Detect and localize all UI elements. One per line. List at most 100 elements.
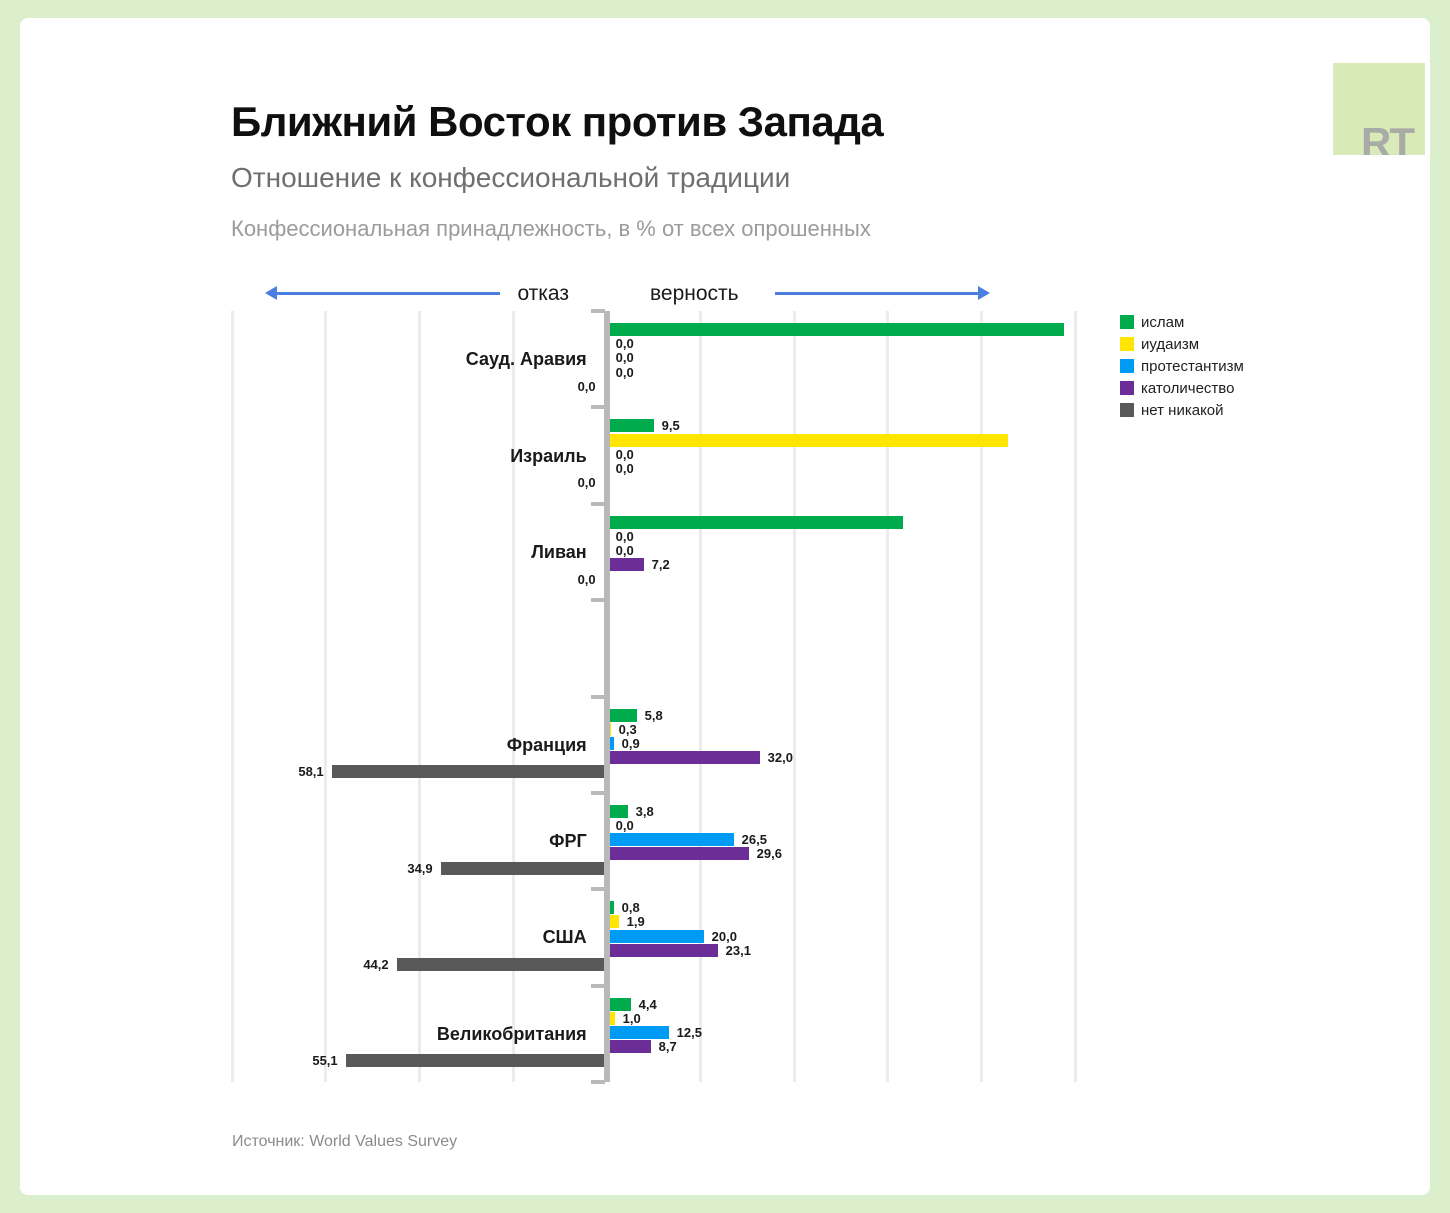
axis-tick-2 [590,501,605,506]
bar-6-3 [609,943,718,957]
legend-label: нет никакой [1141,402,1224,419]
bar-5-0 [609,804,628,818]
bar-2-3 [609,558,644,572]
bar-4-4 [331,765,604,779]
value-label-0-1: 0,0 [615,336,634,352]
axis-tick-3 [590,598,605,603]
gridline--60 [324,311,328,1082]
country-label-6: США [542,927,587,948]
axis-tick-0 [590,309,605,313]
value-label-4-3: 32,0 [767,750,793,766]
value-label-4-2: 0,9 [621,735,640,751]
value-label-1-2: 0,0 [615,446,634,462]
axis-tick-8 [590,1080,605,1084]
source-note: Источник: World Values Survey [232,1133,458,1150]
gridline-100 [1073,311,1077,1082]
gridline-80 [979,311,983,1082]
infographic-card: Ближний Восток против Запада Отношение к… [20,18,1430,1195]
value-label-1-3: 0,0 [615,460,634,476]
rt-logo-text: RT [1361,119,1415,155]
legend-swatch-icon [1120,403,1134,417]
bar-1-0 [609,419,654,433]
arrow-right-line [775,292,978,295]
bar-5-2 [609,833,734,847]
value-label-5-2: 26,5 [741,832,767,848]
gridline-40 [792,311,796,1082]
value-label-2-3: 7,2 [651,557,670,573]
bar-6-2 [609,929,704,943]
value-label-2-2: 0,0 [615,543,634,559]
arrow-left-line [276,292,500,295]
value-label-6-1: 1,9 [626,914,645,930]
bar-6-0 [609,901,614,915]
bar-5-3 [609,847,749,861]
country-label-0: Сауд. Аравия [465,349,587,370]
bar-4-0 [609,708,637,722]
bar-6-4 [396,958,604,972]
value-label-6-3: 23,1 [725,942,751,958]
value-label-7-3: 8,7 [658,1039,677,1055]
country-label-1: Израиль [510,445,587,466]
axis-tick-5 [590,790,605,795]
page-subtitle: Отношение к конфессиональной традиции [231,162,791,193]
value-label-4-0: 5,8 [644,707,663,723]
value-label-0-2: 0,0 [615,350,634,366]
value-label-4-4: 58,1 [298,764,324,780]
axis-tick-7 [590,983,605,988]
bar-6-1 [609,915,619,929]
value-label-4-1: 0,3 [618,721,637,737]
legend-swatch-icon [1120,315,1134,329]
legend-label: католичество [1141,380,1235,397]
value-label-1-0: 9,5 [661,418,680,434]
bar-1-1 [609,433,1008,447]
bar-7-4 [345,1054,604,1068]
value-label-7-0: 4,4 [638,996,657,1012]
country-label-7: Великобритания [436,1023,587,1044]
direction-label-loyalty: верность [650,282,739,305]
arrow-left-icon [265,286,277,300]
legend-swatch-icon [1120,381,1134,395]
value-label-6-2: 20,0 [711,928,737,944]
axis-tick-4 [590,694,605,699]
page-title: Ближний Восток против Запада [231,98,884,145]
value-label-1-4: 0,0 [577,475,596,491]
value-label-2-4: 0,0 [577,571,596,587]
arrow-right-icon [978,286,990,300]
axis-tick-1 [590,405,605,410]
axis-tick-6 [590,887,605,892]
gridline-20 [698,311,702,1082]
gridline--80 [230,311,234,1082]
country-label-2: Ливан [531,541,587,562]
value-label-5-0: 3,8 [635,803,654,819]
bar-2-0 [609,515,903,529]
gridline-60 [886,311,890,1082]
bar-7-3 [609,1040,651,1054]
gridline--40 [417,311,421,1082]
bar-7-1 [609,1011,615,1025]
legend-swatch-icon [1120,359,1134,373]
legend-swatch-icon [1120,337,1134,351]
value-label-5-1: 0,0 [615,818,634,834]
bar-7-0 [609,997,631,1011]
bar-7-2 [609,1026,669,1040]
bar-0-0 [609,323,1064,336]
zero-axis [603,311,610,1082]
legend-label: протестантизм [1141,358,1244,375]
chart-caption: Конфессиональная принадлежность, в % от … [231,216,871,241]
country-label-4: Франция [506,734,587,755]
direction-label-refusal: отказ [517,282,569,305]
bar-4-3 [609,751,760,765]
value-label-2-1: 0,0 [615,528,634,544]
value-label-7-2: 12,5 [676,1025,702,1041]
legend-label: иудаизм [1141,336,1200,353]
bar-4-2 [609,736,614,750]
legend-label: ислам [1141,314,1185,331]
value-label-7-4: 55,1 [312,1053,338,1069]
value-label-0-3: 0,0 [615,364,634,380]
bar-5-4 [440,861,604,875]
bar-4-1 [609,722,611,736]
gridline--20 [511,311,515,1082]
value-label-5-3: 29,6 [756,846,782,862]
rt-logo: RT [1333,63,1425,155]
value-label-6-4: 44,2 [363,957,389,973]
